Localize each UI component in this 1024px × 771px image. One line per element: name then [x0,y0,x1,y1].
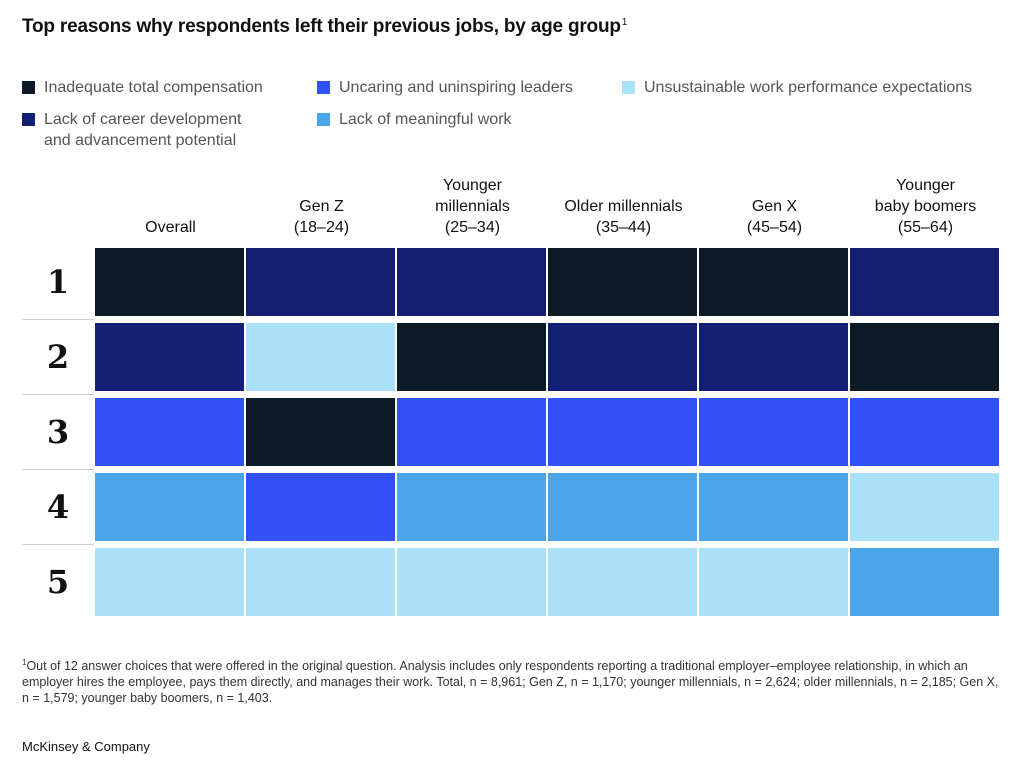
legend-label: Uncaring and uninspiring leaders [339,79,573,96]
column-header: Gen X (45–54) [699,174,850,238]
grid-cell [548,548,697,616]
grid-cell [246,548,395,616]
grid-cell [397,548,546,616]
grid-cell [699,248,848,316]
legend-item: Unsustainable work performance expectati… [622,77,972,98]
legend-swatch [317,113,330,126]
grid-cell [699,398,848,466]
grid-cell [850,548,999,616]
legend-label: Unsustainable work performance expectati… [644,79,973,96]
rank-divider [22,544,94,545]
grid-cell [397,398,546,466]
legend-item: Lack of career development and advanceme… [22,109,241,151]
legend-item: Lack of meaningful work [317,109,512,130]
legend-swatch [622,81,635,94]
grid-cell [246,323,395,391]
grid-cell [850,323,999,391]
grid-cell [95,248,244,316]
grid-cell [850,248,999,316]
grid-cell [699,473,848,541]
grid-cell [397,323,546,391]
legend-item: Inadequate total compensation [22,77,263,98]
grid-cell [548,248,697,316]
footnote: 1Out of 12 answer choices that were offe… [22,658,999,706]
rank-divider [22,394,94,395]
column-header-label: Younger baby boomers (55–64) [874,177,977,236]
rank-label: 3 [46,413,70,451]
rank-label: 4 [46,488,70,526]
grid-cell [850,398,999,466]
rank-label: 1 [46,263,70,301]
grid-cell [850,473,999,541]
grid-cell [95,323,244,391]
grid-cell [548,473,697,541]
grid-cell [548,398,697,466]
column-header-label: Older millennials (35–44) [564,198,683,236]
column-header-label: Gen Z (18–24) [293,198,350,236]
column-header: Younger millennials (25–34) [397,174,548,238]
legend-swatch [22,81,35,94]
rank-label: 2 [46,338,70,376]
column-header-label: Overall [145,219,196,236]
grid-cell [699,548,848,616]
rank-divider [22,469,94,470]
grid-cell [95,398,244,466]
legend-item: Uncaring and uninspiring leaders [317,77,573,98]
legend-swatch [317,81,330,94]
grid-cell [246,398,395,466]
legend-swatch [22,113,35,126]
grid-cell [95,473,244,541]
rank-divider [22,319,94,320]
legend-label: Lack of career development and advanceme… [44,111,242,149]
chart-title: Top reasons why respondents left their p… [22,16,628,37]
rank-label: 5 [46,563,70,601]
grid-cell [548,323,697,391]
grid-cell [397,473,546,541]
column-header: Younger baby boomers (55–64) [850,174,1001,238]
column-header: Overall [95,174,246,238]
grid-cell [699,323,848,391]
column-header-label: Gen X (45–54) [746,198,803,236]
grid-cell [95,548,244,616]
column-header: Gen Z (18–24) [246,174,397,238]
column-header-label: Younger millennials (25–34) [435,177,510,236]
grid-cell [246,473,395,541]
grid-cell [246,248,395,316]
grid-cell [397,248,546,316]
brand-credit: McKinsey & Company [22,739,150,754]
column-header: Older millennials (35–44) [548,174,699,238]
legend-label: Inadequate total compensation [44,79,263,96]
legend-label: Lack of meaningful work [339,111,512,128]
